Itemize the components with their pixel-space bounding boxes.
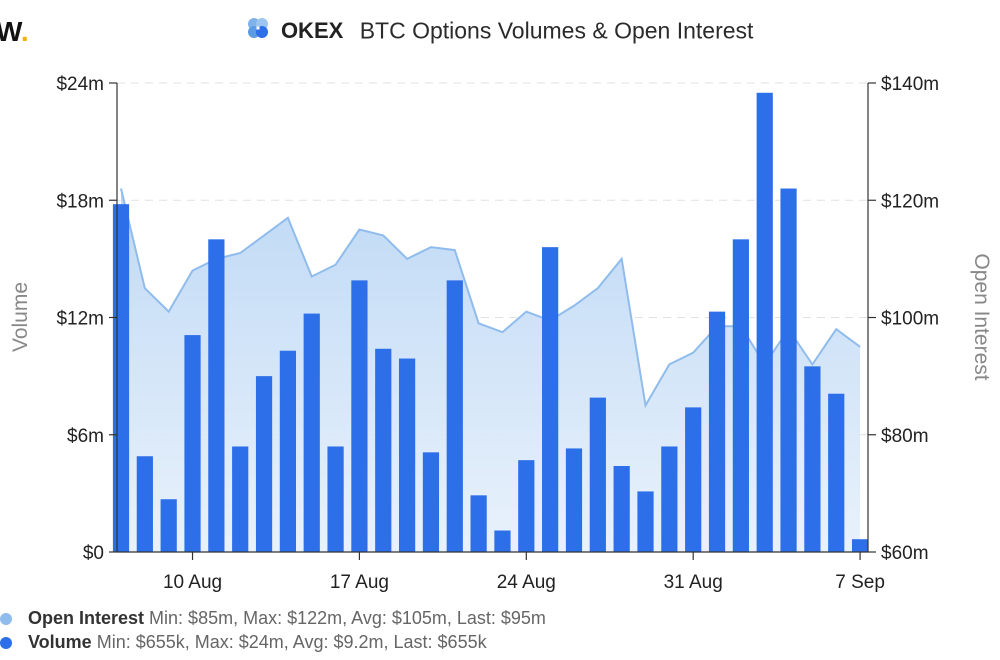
volume-bar[interactable] — [828, 393, 845, 552]
right-tick-label: $60m — [881, 543, 929, 564]
volume-bar[interactable] — [661, 446, 678, 552]
right-axis-ticks: $60m $80m $100m $120m $140m — [868, 74, 939, 564]
volume-bar[interactable] — [422, 452, 440, 552]
volume-bar[interactable] — [613, 466, 630, 552]
x-tick-label: 24 Aug — [497, 572, 556, 593]
volume-bar[interactable] — [518, 460, 535, 552]
legend-marker-volume — [0, 637, 12, 650]
chart: $0 $6m $12m $18m $24m $60m $80m $100m $120m $140… — [9, 74, 993, 593]
volume-bar[interactable] — [494, 530, 511, 552]
volume-bar[interactable] — [470, 495, 487, 552]
brand-dot: . — [20, 16, 29, 47]
right-axis-label: Open Interest — [970, 253, 993, 380]
legend-name-open-interest: Open Interest — [28, 608, 145, 628]
volume-bar[interactable] — [279, 350, 296, 552]
volume-bars — [112, 92, 869, 553]
right-tick-label: $140m — [881, 74, 939, 95]
legend-marker-open-interest — [0, 613, 12, 626]
volume-bar[interactable] — [375, 348, 392, 552]
volume-bar[interactable] — [804, 366, 821, 552]
left-tick-label: $6m — [67, 426, 104, 447]
right-tick-label: $120m — [881, 191, 939, 212]
legend-item-open-interest[interactable]: Open Interest Min: $85m, Max: $122m, Avg… — [0, 606, 546, 630]
x-axis-ticks: 10 Aug 17 Aug 24 Aug 31 Aug 7 Sep — [163, 552, 885, 593]
open-interest-area — [120, 188, 861, 552]
okex-logo-text: OKEX — [280, 17, 344, 43]
left-axis-label: Volume — [9, 282, 32, 352]
left-axis-ticks: $0 $6m $12m $18m $24m — [56, 74, 117, 564]
volume-bar[interactable] — [303, 313, 320, 552]
volume-bar[interactable] — [255, 376, 273, 552]
legend-stats-open-interest: Min: $85m, Max: $122m, Avg: $105m, Last:… — [149, 608, 546, 628]
legend-stats-volume: Min: $655k, Max: $24m, Avg: $9.2m, Last:… — [96, 632, 487, 652]
right-tick-label: $100m — [881, 309, 939, 330]
volume-bar[interactable] — [160, 499, 177, 552]
volume-bar[interactable] — [732, 239, 749, 553]
x-tick-label: 31 Aug — [664, 572, 723, 593]
volume-bar[interactable] — [184, 335, 201, 552]
volume-bar[interactable] — [708, 311, 726, 552]
volume-bar[interactable] — [565, 448, 583, 552]
volume-bar[interactable] — [136, 456, 153, 552]
volume-bar[interactable] — [398, 358, 416, 552]
legend: Open Interest Min: $85m, Max: $122m, Avg… — [0, 606, 546, 654]
volume-bar[interactable] — [112, 204, 130, 553]
chart-header: OKEX BTC Options Volumes & Open Interest — [0, 16, 1000, 45]
brand-letter: W — [0, 16, 21, 47]
volume-bar[interactable] — [637, 491, 654, 552]
volume-bar[interactable] — [542, 247, 559, 552]
chart-title: BTC Options Volumes & Open Interest — [359, 17, 754, 44]
volume-bar[interactable] — [327, 446, 344, 552]
x-tick-label: 10 Aug — [163, 572, 222, 593]
legend-name-volume: Volume — [28, 632, 92, 652]
volume-bar[interactable] — [851, 539, 869, 552]
volume-bar[interactable] — [208, 239, 225, 553]
okex-logo-icon — [247, 17, 269, 45]
left-tick-label: $24m — [56, 74, 104, 95]
left-tick-label: $18m — [56, 191, 104, 212]
volume-bar[interactable] — [685, 407, 702, 552]
volume-bar[interactable] — [232, 446, 249, 552]
volume-bar[interactable] — [351, 280, 368, 552]
x-tick-label: 7 Sep — [835, 572, 885, 593]
volume-bar[interactable] — [589, 397, 606, 552]
brand-wordmark: W. — [0, 16, 29, 48]
open-interest-fill — [121, 188, 861, 552]
left-tick-label: $12m — [56, 309, 104, 330]
volume-bar[interactable] — [780, 188, 797, 552]
volume-bar[interactable] — [756, 92, 773, 552]
legend-item-volume[interactable]: Volume Min: $655k, Max: $24m, Avg: $9.2m… — [0, 630, 546, 654]
left-tick-label: $0 — [83, 543, 104, 564]
x-tick-label: 17 Aug — [330, 572, 389, 593]
volume-bar[interactable] — [446, 280, 463, 552]
right-tick-label: $80m — [881, 426, 929, 447]
